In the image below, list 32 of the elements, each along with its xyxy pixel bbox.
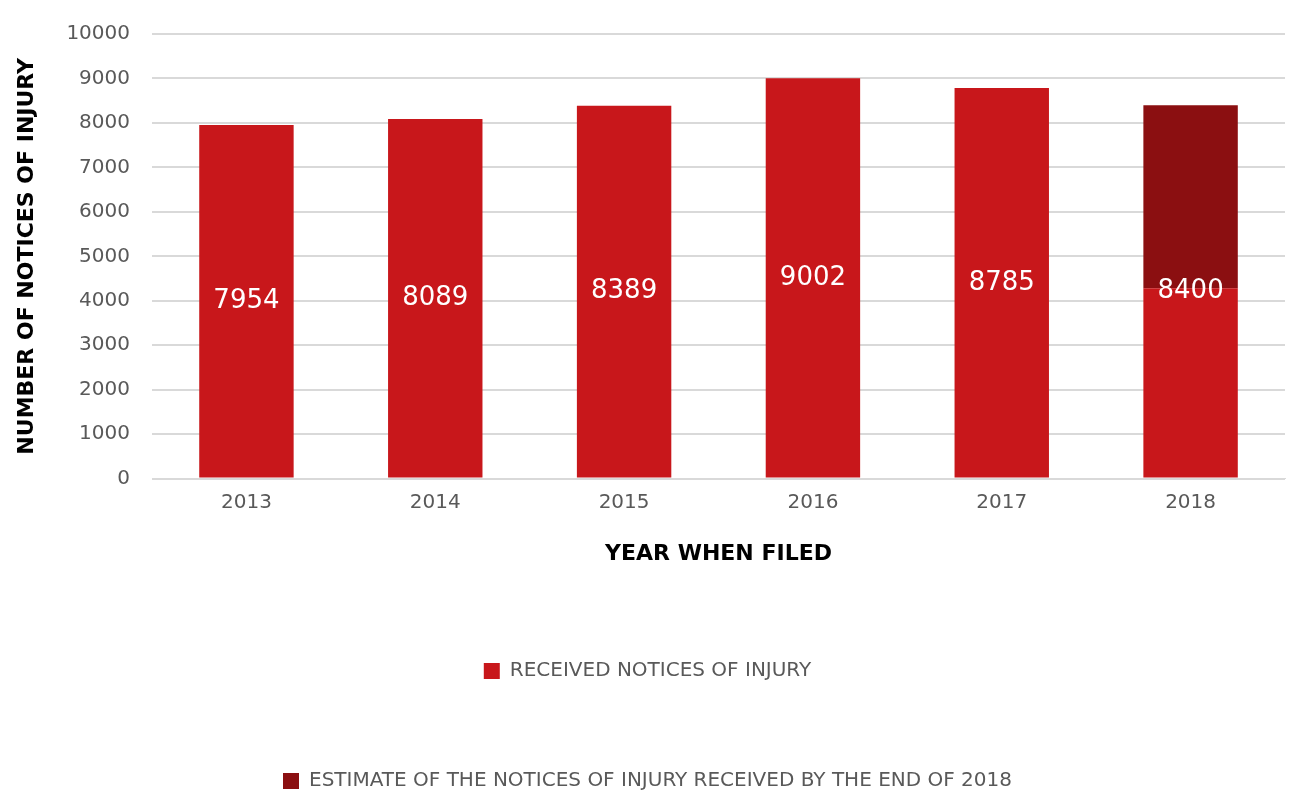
y-tick-label: 10000	[66, 20, 131, 45]
x-tick-label: 2018	[1165, 488, 1217, 513]
y-tick-label: 1000	[79, 420, 131, 445]
total-label: 8400	[1157, 274, 1224, 305]
legend-label: ESTIMATE OF THE NOTICES OF INJURY RECEIVED BY THE END OF 2018	[309, 767, 1012, 792]
y-tick-label: 0	[117, 464, 131, 489]
y-tick-label: 7000	[79, 153, 131, 178]
x-tick-label: 2017	[976, 488, 1028, 513]
bar	[954, 88, 1049, 478]
x-axis-title: YEAR WHEN FILED	[604, 539, 832, 565]
y-axis-title: NUMBER OF NOTICES OF INJURY	[12, 56, 38, 455]
bar	[765, 78, 861, 478]
x-tick-label: 2014	[409, 488, 461, 513]
data-label: 7954	[213, 284, 280, 315]
y-tick-label: 9000	[79, 64, 131, 89]
x-tick-label: 2013	[220, 488, 272, 513]
x-tick-label: 2015	[598, 488, 650, 513]
bar	[388, 118, 483, 478]
bar	[576, 105, 672, 478]
data-label: 9002	[779, 260, 847, 291]
data-label: 8089	[402, 281, 469, 312]
y-tick-label: 5000	[79, 242, 131, 267]
x-tick-label: 2016	[787, 488, 839, 513]
bar	[199, 124, 294, 478]
legend-label: RECEIVED NOTICES OF INJURY	[509, 657, 812, 682]
y-tick-label: 4000	[79, 286, 131, 311]
y-tick-label: 6000	[79, 198, 131, 223]
y-tick-label: 8000	[79, 109, 131, 134]
y-tick-label: 2000	[79, 375, 131, 400]
y-tick-label: 3000	[79, 331, 131, 356]
data-label: 8785	[968, 265, 1035, 296]
data-label: 8389	[591, 274, 658, 305]
